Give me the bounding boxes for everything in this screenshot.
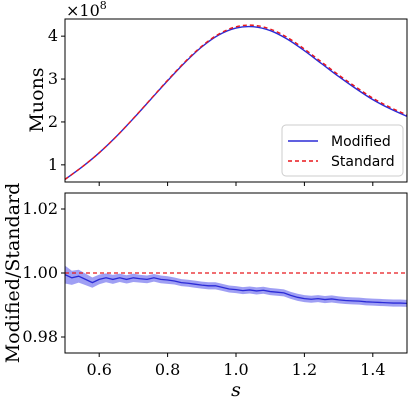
y-offset-label: ×108	[66, 0, 107, 20]
top-panel: 1 2 3 4 Muons ×108 Modified Standard	[26, 0, 408, 186]
y-offset-exponent: 8	[100, 0, 107, 12]
ratio-uncertainty-band	[65, 265, 407, 307]
series-line-modified	[64, 25, 408, 180]
bottom-x-tick-label: 1.0	[223, 360, 248, 379]
top-y-tick-label: 4	[48, 26, 58, 45]
legend: Modified Standard	[281, 124, 404, 177]
x-axis-label: s	[231, 379, 241, 401]
y-offset-multiplier: ×10	[66, 1, 100, 20]
bottom-y-tick-label: 0.98	[22, 327, 58, 346]
legend-label-modified: Modified	[331, 134, 391, 150]
bottom-y-ticks: 0.98 1.00 1.02	[22, 199, 65, 346]
bottom-x-tick-label: 1.2	[292, 360, 317, 379]
top-y-axis-label: Muons	[26, 67, 48, 132]
top-y-ticks: 1 2 3 4	[48, 26, 65, 174]
bottom-x-tick-label: 1.4	[360, 360, 385, 379]
legend-frame	[281, 124, 404, 177]
top-y-tick-label: 1	[48, 155, 58, 174]
bottom-x-ticks: 0.6 0.8 1.0 1.2 1.4	[86, 353, 386, 379]
bottom-x-tick-label: 0.8	[155, 360, 180, 379]
ratio-line	[64, 274, 408, 305]
bottom-y-axis-label: Modified/Standard	[2, 183, 24, 364]
bottom-panel: 0.98 1.00 1.02 0.6 0.8 1.0 1.2 1.4 Modified/St…	[2, 183, 408, 401]
legend-label-standard: Standard	[331, 154, 395, 170]
top-y-tick-label: 3	[48, 69, 58, 88]
top-x-ticks	[98, 182, 374, 186]
ratio-series-layer	[64, 272, 408, 305]
bottom-x-tick-label: 0.6	[86, 360, 111, 379]
bottom-plot-frame	[64, 192, 408, 354]
ratio-uncertainty-band-layer	[65, 265, 407, 307]
bottom-y-tick-label: 1.00	[22, 263, 58, 282]
top-series-layer	[64, 24, 408, 180]
top-plot-frame	[64, 18, 408, 183]
series-line-standard	[64, 24, 408, 180]
top-y-tick-label: 2	[48, 112, 58, 131]
bottom-y-tick-label: 1.02	[22, 199, 58, 218]
